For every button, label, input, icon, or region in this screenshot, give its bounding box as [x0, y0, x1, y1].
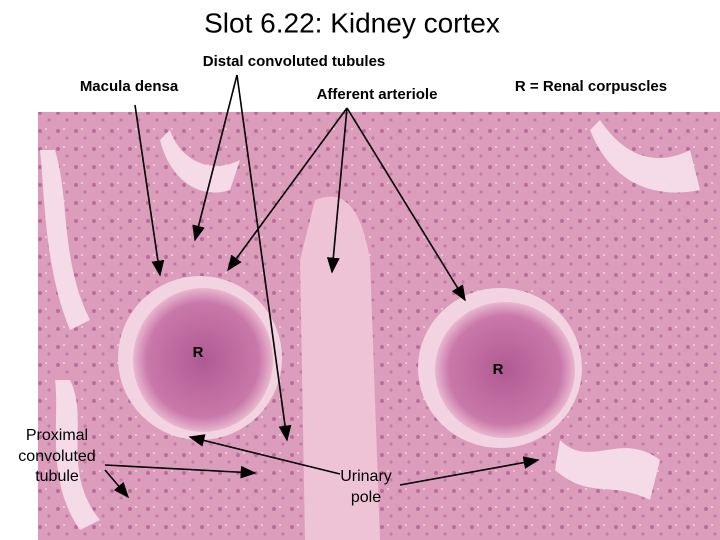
micrograph	[38, 112, 720, 540]
label: Distal convoluted tubules	[203, 53, 386, 70]
label: Afferent arteriole	[317, 86, 438, 103]
label: Proximal	[26, 427, 88, 444]
label: pole	[351, 489, 381, 506]
label: R	[193, 344, 204, 361]
label: Macula densa	[80, 78, 179, 95]
label: Urinary	[340, 468, 392, 485]
label: convoluted	[18, 448, 95, 465]
label: tubule	[35, 468, 79, 485]
arrows	[104, 74, 540, 499]
label: R = Renal corpuscles	[515, 78, 667, 95]
label: R	[493, 361, 504, 378]
title: Slot 6.22: Kidney cortex	[204, 7, 500, 38]
